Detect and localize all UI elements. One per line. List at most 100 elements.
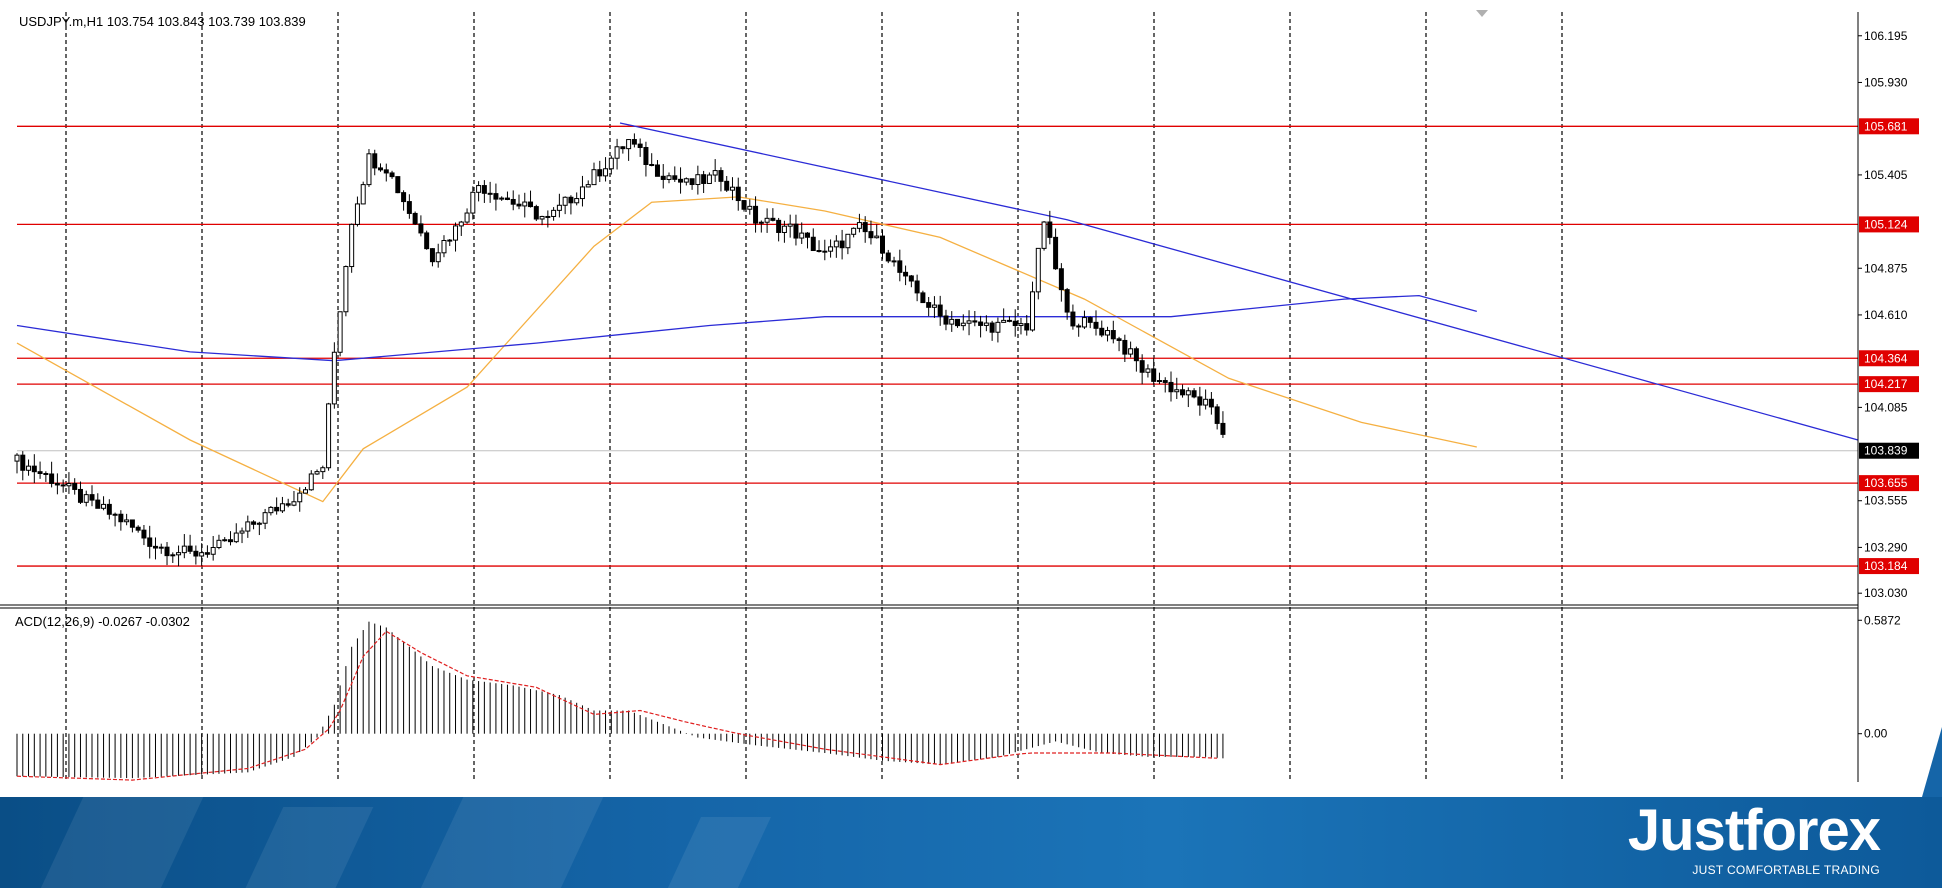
candle-body <box>718 170 724 182</box>
candle-body <box>631 139 637 145</box>
candle-body <box>574 198 580 204</box>
candle-body <box>603 168 609 177</box>
candle-body <box>764 217 770 223</box>
candle-body <box>1122 339 1128 355</box>
background-shard <box>236 807 374 888</box>
candle-body <box>372 153 378 169</box>
indicator-tick-label: 0.00 <box>1864 727 1888 741</box>
level-price-label: 105.681 <box>1864 119 1908 133</box>
indicator-overlays <box>16 122 1859 503</box>
candle-body <box>1203 398 1209 406</box>
candle-body <box>297 492 303 503</box>
candle-body <box>1133 348 1139 362</box>
candle-body <box>770 217 776 221</box>
candle-body <box>424 232 430 250</box>
candle-body <box>389 172 395 178</box>
level-price-label: 105.124 <box>1864 217 1908 231</box>
candle-body <box>118 513 124 523</box>
candle-body <box>268 506 274 514</box>
background-shard <box>414 797 606 888</box>
candle-body <box>476 185 482 193</box>
candle-body <box>1145 368 1151 373</box>
candle-body <box>464 212 470 223</box>
candle-body <box>568 196 574 204</box>
support-resistance-levels <box>17 125 1858 567</box>
candle-body <box>308 473 314 491</box>
candle-body <box>1128 348 1134 355</box>
candle-body <box>747 205 753 210</box>
candle-body <box>781 225 787 233</box>
candle-body <box>89 494 95 501</box>
candle-body <box>874 235 880 239</box>
level-price-tag <box>1859 216 1919 233</box>
candle-body <box>429 248 435 263</box>
candle-body <box>931 304 937 308</box>
candle-body <box>562 196 568 206</box>
candle-body <box>227 539 233 543</box>
candle-body <box>504 197 510 200</box>
candle-body <box>14 454 20 462</box>
candle-body <box>706 174 712 184</box>
candle-body <box>204 552 210 555</box>
candle-body <box>291 501 297 506</box>
candle-body <box>643 147 649 165</box>
candle-body <box>1156 380 1162 383</box>
candle-body <box>597 169 603 177</box>
candle-body <box>579 186 585 200</box>
candle-body <box>1180 389 1186 396</box>
candle-body <box>95 499 101 509</box>
candle-body <box>1168 381 1174 393</box>
candle-body <box>499 197 505 200</box>
candle-body <box>1185 390 1191 396</box>
candle-body <box>787 223 793 227</box>
candle-body <box>804 232 810 238</box>
candle-body <box>320 467 326 473</box>
candle-body <box>1006 319 1012 322</box>
level-price-tag <box>1859 558 1919 575</box>
candle-body <box>1012 320 1018 327</box>
candle-body <box>989 322 995 333</box>
price-tick-label: 103.030 <box>1864 586 1908 600</box>
candle-body <box>585 184 591 188</box>
price-tick-label: 103.290 <box>1864 540 1908 554</box>
candle-body <box>614 146 620 159</box>
brand-tagline: JUST COMFORTABLE TRADING <box>1692 863 1880 877</box>
candle-body <box>251 521 257 525</box>
candle-body <box>20 454 26 471</box>
candle-body <box>1214 406 1220 424</box>
shift-marker-icon[interactable] <box>1476 10 1488 17</box>
candle-body <box>995 321 1001 333</box>
candle-body <box>510 198 516 205</box>
candle-body <box>233 532 239 543</box>
candle-body <box>1047 221 1053 238</box>
candle-body <box>955 318 961 327</box>
candle-body <box>1024 323 1030 331</box>
candle-body <box>1053 236 1059 270</box>
candle-body <box>158 546 164 549</box>
candle-body <box>43 473 49 476</box>
candle-body <box>274 506 280 512</box>
chart-background <box>0 0 1942 797</box>
candle-body <box>1030 291 1036 331</box>
candle-body <box>1087 317 1093 323</box>
candle-body <box>891 260 897 263</box>
candle-body <box>545 215 551 218</box>
candle-body <box>406 201 412 214</box>
candle-body <box>1174 389 1180 393</box>
candle-body <box>1035 247 1041 293</box>
candle-body <box>799 232 805 239</box>
candle-body <box>972 320 978 323</box>
candle-body <box>1151 368 1157 382</box>
candle-body <box>101 503 107 509</box>
candle-body <box>453 225 459 241</box>
price-tick-label: 104.085 <box>1864 400 1908 414</box>
candle-body <box>303 489 308 494</box>
candle-body <box>1018 323 1024 327</box>
candle-body <box>326 403 332 469</box>
candle-body <box>170 554 176 557</box>
candle-body <box>1139 360 1145 373</box>
candle-body <box>395 176 401 194</box>
background-shard <box>32 797 208 888</box>
candle-body <box>724 180 730 191</box>
candle-body <box>822 250 828 253</box>
